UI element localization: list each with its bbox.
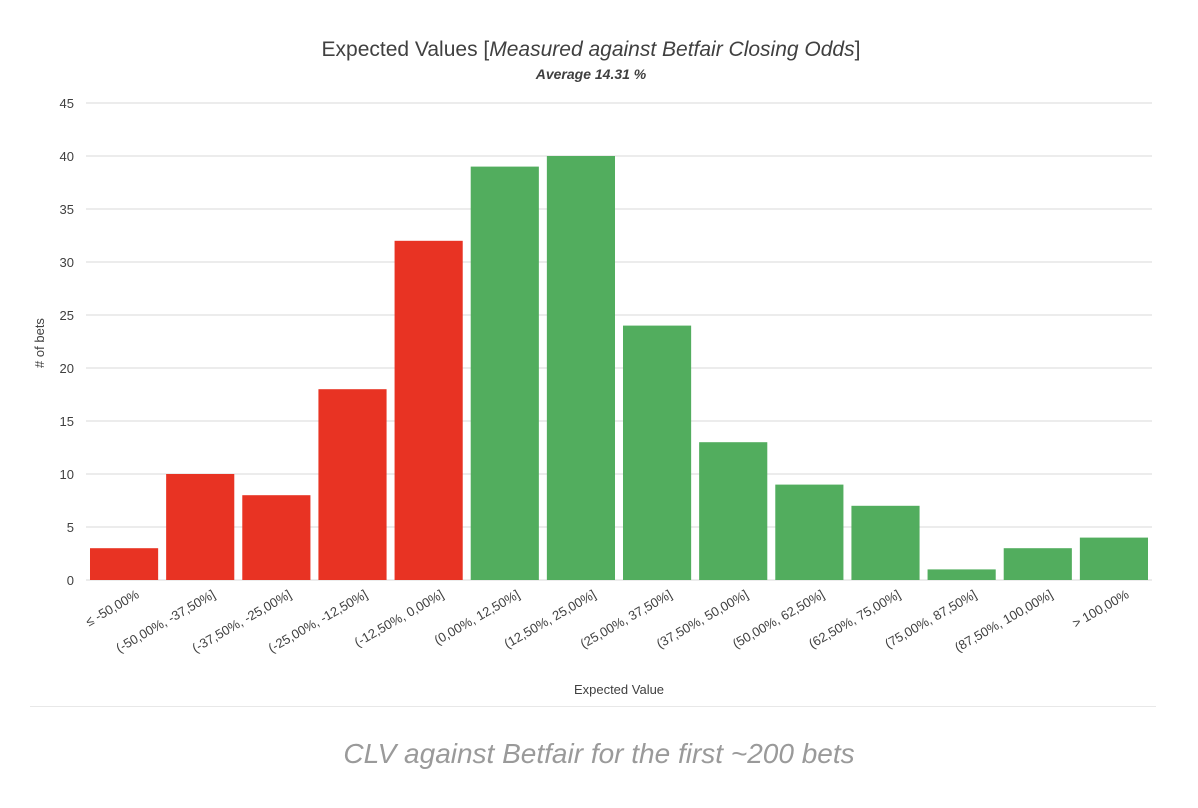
bar: [89, 548, 159, 580]
bar: [927, 569, 996, 580]
bar: [775, 484, 844, 580]
x-axis-ticks: ≤ -50,00%(-50,00%, -37,50%](-37,50%, -25…: [83, 586, 1132, 655]
bar: [166, 474, 235, 580]
bar: [318, 389, 387, 580]
y-axis-ticks: 0 5 10 15 20 25 30 35 40 45: [60, 96, 74, 588]
bar: [1003, 548, 1072, 580]
chart-title-emphasis: Measured against Betfair Closing Odds: [489, 38, 855, 61]
chart-title-suffix: ]: [855, 38, 861, 61]
bar: [546, 156, 616, 580]
y-tick-label: 0: [67, 573, 74, 588]
y-tick-label: 15: [60, 414, 74, 429]
bar: [394, 240, 463, 581]
divider-line: [30, 706, 1156, 707]
y-tick-label: 25: [60, 308, 74, 323]
y-tick-label: 35: [60, 202, 74, 217]
chart-subtitle: Average 14.31 %: [535, 66, 647, 82]
bars: [89, 156, 1149, 581]
y-axis-label: # of bets: [32, 318, 47, 368]
bar: [1079, 537, 1149, 580]
chart-title: Expected Values [Measured against Betfai…: [322, 38, 861, 61]
figure-caption: CLV against Betfair for the first ~200 b…: [343, 738, 855, 769]
y-tick-label: 45: [60, 96, 74, 111]
y-tick-label: 40: [60, 149, 74, 164]
bar: [699, 442, 768, 580]
y-tick-label: 30: [60, 255, 74, 270]
y-tick-label: 10: [60, 467, 74, 482]
bar: [470, 166, 539, 580]
bar: [851, 505, 920, 580]
bar: [242, 495, 311, 580]
x-tick-label: > 100,00%: [1070, 586, 1132, 630]
histogram-chart: Expected Values [Measured against Betfai…: [32, 38, 1152, 697]
chart-title-prefix: Expected Values [: [322, 38, 490, 61]
x-tick-label: ≤ -50,00%: [83, 586, 142, 629]
x-axis-label: Expected Value: [574, 682, 664, 697]
y-tick-label: 5: [67, 520, 74, 535]
bar: [622, 325, 692, 580]
y-tick-label: 20: [60, 361, 74, 376]
